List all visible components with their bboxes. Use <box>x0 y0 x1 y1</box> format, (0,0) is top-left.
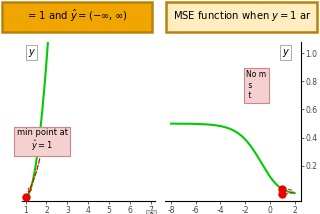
FancyBboxPatch shape <box>2 2 152 32</box>
Text: $\hat{y}$: $\hat{y}$ <box>147 211 155 214</box>
Text: $y$: $y$ <box>282 46 290 58</box>
Text: $y$: $y$ <box>28 46 36 58</box>
Text: No m
 s
 t: No m s t <box>246 70 267 100</box>
Text: = 1 and $\hat{y} = (-\infty, \infty)$: = 1 and $\hat{y} = (-\infty, \infty)$ <box>28 8 128 24</box>
Text: min point at
$\hat{y} = 1$: min point at $\hat{y} = 1$ <box>17 128 68 192</box>
Text: MSE function when $y = 1$ ar: MSE function when $y = 1$ ar <box>173 9 312 23</box>
FancyBboxPatch shape <box>166 2 317 32</box>
